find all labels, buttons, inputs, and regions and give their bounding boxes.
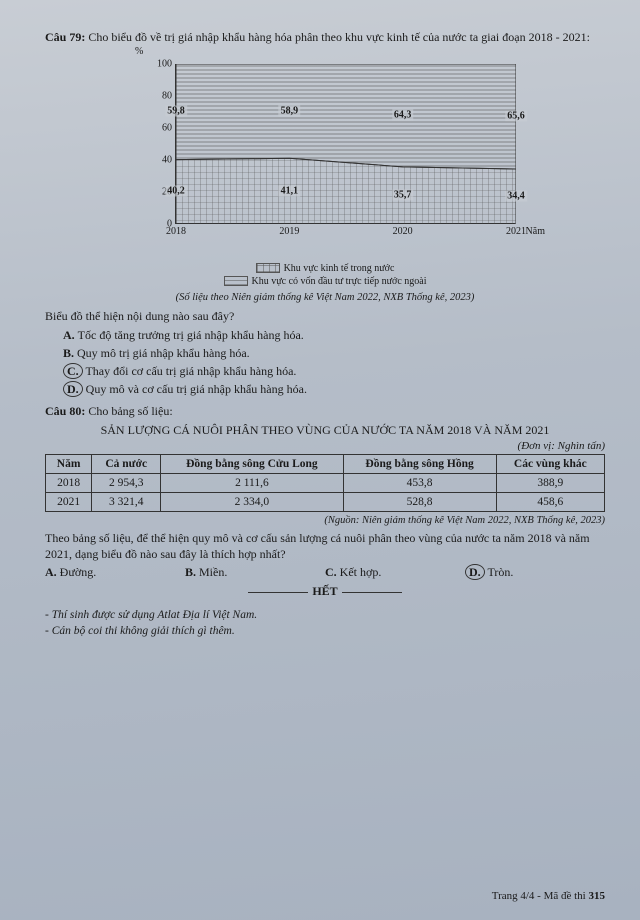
table-cell: 2 954,3 [92,473,161,492]
q80-label: Câu 80: [45,404,85,418]
table-header: Cả nước [92,454,161,473]
q80-options: A. Đường. B. Miền. C. Kết hợp. D. Tròn. [45,565,605,580]
xtick: 2019 [279,226,299,237]
q79-opt-b: B. Quy mô trị giá nhập khẩu hàng hóa. [63,344,605,362]
table-header: Đồng bằng sông Hồng [343,454,496,473]
swatch-horiz [224,276,248,286]
q80-table-title: SẢN LƯỢNG CÁ NUÔI PHÂN THEO VÙNG CỦA NƯỚ… [45,423,605,438]
q80-question: Theo bảng số liệu, để thể hiện quy mô và… [45,530,605,564]
value-label-top: 58,9 [279,105,301,116]
ytick: 60 [148,122,172,133]
table-cell: 528,8 [343,492,496,511]
note-2: - Cán bộ coi thi không giải thích gì thê… [45,623,605,639]
table-cell: 2018 [46,473,92,492]
q79-chart: % 020406080100 201820192 [115,54,535,288]
table-header: Năm [46,454,92,473]
value-label-top: 59,8 [165,106,187,117]
table-row: 20182 954,32 111,6453,8388,9 [46,473,605,492]
q80-opt-b: B. Miền. [185,565,325,580]
table-header: Đồng bằng sông Cửu Long [161,454,343,473]
value-label-bottom: 34,4 [505,191,527,202]
table-cell: 453,8 [343,473,496,492]
table-header: Các vùng khác [496,454,604,473]
q80-source: (Nguồn: Niên giám thống kê Việt Nam 2022… [45,515,605,526]
q80-table: NămCả nướcĐồng bằng sông Cửu LongĐồng bằ… [45,454,605,512]
table-cell: 2021 [46,492,92,511]
table-cell: 3 321,4 [92,492,161,511]
note-1: - Thí sinh được sử dụng Atlat Địa lí Việ… [45,607,605,623]
q79-opt-a: A. Tốc độ tăng trưởng trị giá nhập khẩu … [63,326,605,344]
y-axis-label: % [135,46,143,57]
value-label-bottom: 40,2 [165,186,187,197]
q80-intro: Câu 80: Cho bảng số liệu: [45,404,605,419]
area-svg [176,64,516,224]
q79-source: (Số liệu theo Niên giám thống kê Việt Na… [45,292,605,303]
q79-label: Câu 79: [45,30,85,44]
q79-intro: Câu 79: Cho biểu đồ về trị giá nhập khẩu… [45,30,605,46]
q79-intro-text: Cho biểu đồ về trị giá nhập khẩu hàng hó… [88,30,590,44]
q80-unit: (Đơn vị: Nghìn tấn) [45,440,605,452]
xtick: 2018 [166,226,186,237]
xtick: 2021 [506,226,526,237]
value-label-bottom: 35,7 [392,190,414,201]
xtick: 2020 [393,226,413,237]
legend-1: Khu vực kinh tế trong nước [284,263,395,274]
table-cell: 2 334,0 [161,492,343,511]
value-label-top: 64,3 [392,110,414,121]
notes: - Thí sinh được sử dụng Atlat Địa lí Việ… [45,607,605,639]
q79-opt-c: C. Thay đổi cơ cấu trị giá nhập khẩu hàn… [63,362,605,380]
q80-opt-c: C. Kết hợp. [325,565,465,580]
ytick: 40 [148,154,172,165]
table-cell: 458,6 [496,492,604,511]
page-footer: Trang 4/4 - Mã đề thi 315 [492,890,605,902]
q79-opt-d: D. Quy mô và cơ cấu trị giá nhập khẩu hà… [63,380,605,398]
plot-area: 020406080100 2018201920202021 Năm 40,241… [175,64,515,224]
table-cell: 388,9 [496,473,604,492]
value-label-bottom: 41,1 [279,185,301,196]
q80-opt-d: D. Tròn. [465,565,605,580]
legend-2: Khu vực có vốn đầu tư trực tiếp nước ngo… [252,276,427,287]
q79-question: Biểu đồ thể hiện nội dung nào sau đây? [45,309,605,324]
end-marker: HẾT [45,584,605,599]
swatch-grid [256,263,280,273]
table-cell: 2 111,6 [161,473,343,492]
table-row: 20213 321,42 334,0528,8458,6 [46,492,605,511]
x-axis-title: Năm [526,226,545,237]
q80-opt-a: A. Đường. [45,565,185,580]
ytick: 80 [148,90,172,101]
value-label-top: 65,6 [505,111,527,122]
legend: Khu vực kinh tế trong nước Khu vực có vố… [115,262,535,288]
ytick: 100 [148,58,172,69]
